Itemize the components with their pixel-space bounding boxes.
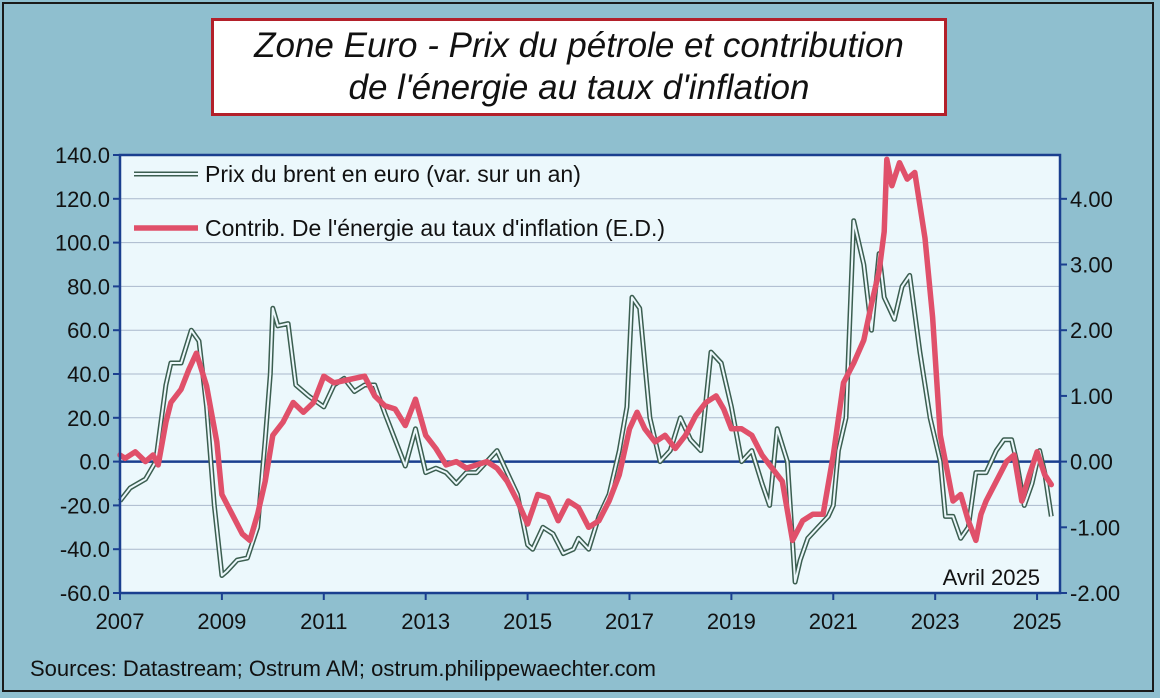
y-left-tick-label: -20.0 — [60, 493, 110, 518]
date-annotation: Avril 2025 — [943, 565, 1040, 590]
energy-contribution-line — [117, 156, 1055, 544]
title-line-2: de l'énergie au taux d'inflation — [348, 68, 810, 107]
y-right-tick-label: 1.00 — [1070, 384, 1113, 409]
source-text: Sources: Datastream; Ostrum AM; ostrum.p… — [30, 656, 657, 681]
y-right-tick-label: -1.00 — [1070, 515, 1120, 540]
legend: Prix du brent en euro (var. sur un an) Co… — [134, 161, 665, 241]
x-tick-label: 2009 — [197, 609, 246, 634]
y-left-tick-label: 100.0 — [55, 231, 110, 256]
title-line-1: Zone Euro - Prix du pétrole et contribut… — [254, 26, 904, 65]
y-left-tick-label: 140.0 — [55, 143, 110, 168]
y-right-tick-label: 4.00 — [1070, 187, 1113, 212]
title-box: Zone Euro - Prix du pétrole et contribut… — [211, 18, 947, 116]
series-layer — [117, 156, 1055, 585]
x-tick-label: 2021 — [809, 609, 858, 634]
x-tick-label: 2007 — [96, 609, 145, 634]
x-tick-label: 2015 — [503, 609, 552, 634]
x-tick-label: 2025 — [1013, 609, 1062, 634]
y-right-tick-label: 2.00 — [1070, 318, 1113, 343]
y-right-tick-label: 0.00 — [1070, 450, 1113, 475]
y-left-tick-label: 80.0 — [67, 274, 110, 299]
legend-label: Prix du brent en euro (var. sur un an) — [205, 161, 581, 187]
y-left-tick-label: 40.0 — [67, 362, 110, 387]
x-tick-label: 2011 — [300, 609, 347, 634]
y-left-tick-label: -40.0 — [60, 537, 110, 562]
y-right-tick-label: -2.00 — [1070, 581, 1120, 606]
x-tick-label: 2017 — [605, 609, 654, 634]
axes: 140.0 120.0 100.0 80.0 60.0 40.0 20.0 0.0 -20.0 -… — [55, 143, 1120, 634]
y-right-tick-label: 3.00 — [1070, 253, 1113, 278]
legend-label: Contrib. De l'énergie au taux d'inflatio… — [205, 215, 665, 241]
y-left-tick-label: -60.0 — [60, 581, 110, 606]
y-left-tick-label: 0.0 — [79, 450, 110, 475]
y-left-tick-label: 20.0 — [67, 406, 110, 431]
x-tick-label: 2019 — [707, 609, 756, 634]
x-tick-label: 2013 — [401, 609, 450, 634]
y-left-tick-label: 120.0 — [55, 187, 110, 212]
x-tick-label: 2023 — [911, 609, 960, 634]
y-left-tick-label: 60.0 — [67, 318, 110, 343]
brent-line-inner — [119, 219, 1053, 583]
